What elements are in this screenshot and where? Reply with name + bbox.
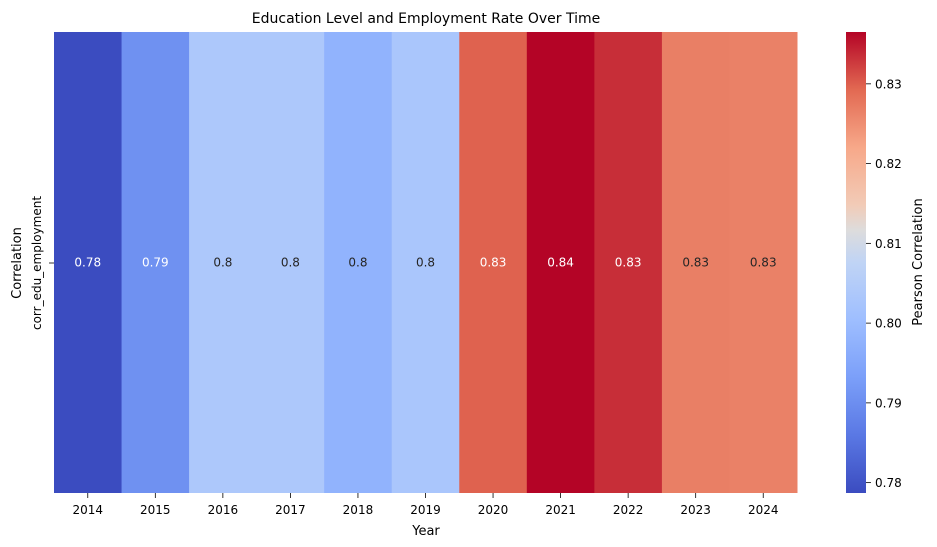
heatmap-cell (526, 32, 595, 493)
heatmap-cell (661, 32, 730, 493)
heatmap-cells (54, 32, 798, 493)
cell-annotation: 0.8 (416, 256, 435, 270)
x-tick-label: 2021 (545, 503, 576, 517)
heatmap-cell (729, 32, 798, 493)
x-tick-label: 2020 (478, 503, 509, 517)
cell-annotation: 0.8 (213, 256, 232, 270)
x-tick-label: 2014 (72, 503, 103, 517)
y-axis-label: Correlation (10, 227, 25, 299)
heatmap-cell (54, 32, 123, 493)
x-tick-label: 2024 (748, 503, 779, 517)
heatmap-cell (324, 32, 393, 493)
cell-annotation: 0.83 (682, 256, 709, 270)
colorbar (846, 32, 866, 493)
x-tick-label: 2016 (208, 503, 239, 517)
cell-annotation: 0.83 (615, 256, 642, 270)
x-tick-label: 2018 (343, 503, 374, 517)
colorbar-tick-label: 0.79 (875, 396, 902, 410)
cell-annotation: 0.83 (750, 256, 777, 270)
cell-annotation: 0.78 (74, 256, 101, 270)
colorbar-ticks: 0.78 0.79 0.80 0.81 0.82 0.83 (866, 77, 902, 490)
colorbar-tick-label: 0.81 (875, 237, 902, 251)
x-tick-label: 2015 (140, 503, 171, 517)
cell-annotation: 0.83 (480, 256, 507, 270)
heatmap-cell (459, 32, 528, 493)
x-tick-label: 2023 (680, 503, 711, 517)
x-tick-label: 2019 (410, 503, 441, 517)
colorbar-tick-label: 0.78 (875, 476, 902, 490)
y-axis: Correlation corr_edu_employment (10, 196, 54, 330)
heatmap-cell (121, 32, 190, 493)
cell-annotation: 0.8 (348, 256, 367, 270)
heatmap-cell (391, 32, 460, 493)
y-tick-label: corr_edu_employment (30, 196, 44, 330)
heatmap-cell (594, 32, 663, 493)
colorbar-tick-label: 0.83 (875, 77, 902, 91)
heatmap-cell (256, 32, 325, 493)
heatmap-cell (189, 32, 258, 493)
heatmap-annotations: 0.78 0.79 0.8 0.8 0.8 0.8 0.83 0.84 0.83 0.83 0.83 (74, 256, 776, 270)
x-tick-label: 2017 (275, 503, 306, 517)
chart-title: Education Level and Employment Rate Over… (252, 11, 600, 27)
x-axis-label: Year (411, 524, 440, 539)
cell-annotation: 0.84 (547, 256, 574, 270)
cell-annotation: 0.79 (142, 256, 169, 270)
cell-annotation: 0.8 (281, 256, 300, 270)
colorbar-tick-label: 0.82 (875, 157, 902, 171)
colorbar-tick-label: 0.80 (875, 317, 902, 331)
x-tick-label: 2022 (613, 503, 644, 517)
colorbar-label: Pearson Correlation (911, 198, 926, 325)
x-axis: 2014 2015 2016 2017 2018 2019 2020 2021 2022 2023… (72, 493, 779, 517)
